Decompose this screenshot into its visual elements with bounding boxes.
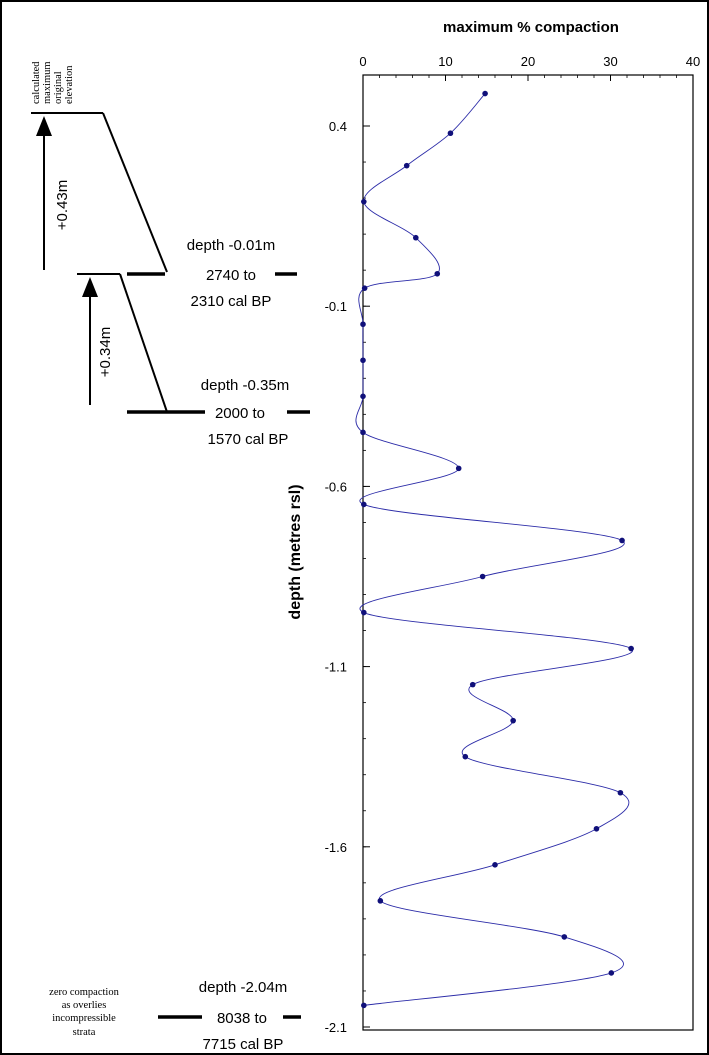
x-axis: 0 10 20 30 40: [359, 54, 700, 81]
upper-arrow-icon: [36, 116, 52, 136]
data-point: [462, 753, 469, 760]
zero-note-line-2: as overlies: [62, 1000, 107, 1011]
zero-note-line-3: incompressible: [52, 1013, 116, 1024]
data-point: [492, 862, 498, 868]
data-point: [619, 537, 625, 544]
marker-1-range: 2740 to: [206, 267, 256, 284]
x-tick-label: 40: [686, 54, 700, 69]
data-point: [617, 789, 624, 796]
elevation-label-line-3: original: [53, 71, 64, 104]
upper-slope-line: [102, 112, 168, 273]
data-point: [447, 130, 454, 137]
zero-note-line-1: zero compaction: [49, 987, 119, 998]
original-elevation-label: calculated maximum original elevation: [31, 61, 75, 104]
elevation-label-line-2: maximum: [42, 61, 53, 104]
data-point: [377, 898, 384, 904]
marker-2-depth: depth -0.35m: [201, 377, 289, 394]
y-tick-label: -1.1: [325, 660, 347, 675]
chart-title: maximum % compaction: [443, 19, 619, 36]
x-tick-label: 10: [438, 54, 452, 69]
date-marker-3: depth -2.04m 8038 to 7715 cal BP: [158, 979, 301, 1053]
y-axis: 0.4 -0.1 -0.6 -1.1 -1.6 -2.1: [325, 119, 370, 1035]
data-point: [413, 234, 419, 241]
data-point: [482, 90, 488, 97]
y-tick-label: -2.1: [325, 1020, 347, 1035]
data-point: [361, 285, 368, 291]
x-tick-label: 20: [521, 54, 535, 69]
data-point: [360, 357, 366, 364]
elevation-label-line-1: calculated: [31, 61, 42, 104]
y-tick-label: -1.6: [325, 840, 347, 855]
data-point: [628, 645, 634, 652]
data-point: [360, 321, 366, 328]
data-point: [510, 717, 516, 724]
data-point: [561, 934, 568, 940]
data-point: [434, 270, 441, 277]
data-point: [361, 1002, 367, 1009]
data-point: [403, 162, 410, 169]
x-tick-label: 30: [603, 54, 617, 69]
series-line: [355, 93, 633, 1006]
elevation-label-line-4: elevation: [64, 65, 75, 104]
marker-3-depth: depth -2.04m: [199, 979, 287, 996]
plot-area-border: [362, 74, 694, 1031]
y-tick-label: -0.6: [325, 479, 347, 494]
data-point: [361, 501, 367, 508]
data-point: [608, 970, 615, 976]
marker-3-bp: 7715 cal BP: [203, 1036, 284, 1053]
zero-note-line-4: strata: [73, 1027, 96, 1038]
upper-offset-label: +0.43m: [54, 180, 71, 230]
lower-arrow-icon: [82, 277, 98, 297]
data-point: [361, 609, 367, 616]
y-tick-label: -0.1: [325, 299, 347, 314]
date-marker-1: depth -0.01m 2740 to 2310 cal BP: [127, 237, 297, 310]
date-marker-2: depth -0.35m 2000 to 1570 cal BP: [127, 377, 310, 448]
y-axis-label: depth (metres rsl): [287, 484, 304, 619]
data-point: [469, 681, 476, 688]
marker-2-range: 2000 to: [215, 405, 265, 422]
lower-offset-label: +0.34m: [97, 327, 114, 377]
data-point: [360, 429, 366, 436]
data-point: [479, 573, 486, 580]
data-point: [593, 825, 600, 832]
lower-slope-line: [119, 273, 168, 413]
marker-3-range: 8038 to: [217, 1010, 267, 1027]
data-point: [455, 465, 462, 472]
data-point: [360, 393, 366, 400]
marker-1-depth: depth -0.01m: [187, 237, 275, 254]
y-tick-label: 0.4: [329, 119, 347, 134]
data-point: [361, 198, 367, 205]
data-points: [360, 90, 634, 1009]
marker-1-bp: 2310 cal BP: [191, 293, 272, 310]
x-tick-label: 0: [359, 54, 366, 69]
zero-compaction-note: zero compaction as overlies incompressib…: [49, 987, 119, 1038]
marker-2-bp: 1570 cal BP: [208, 431, 289, 448]
